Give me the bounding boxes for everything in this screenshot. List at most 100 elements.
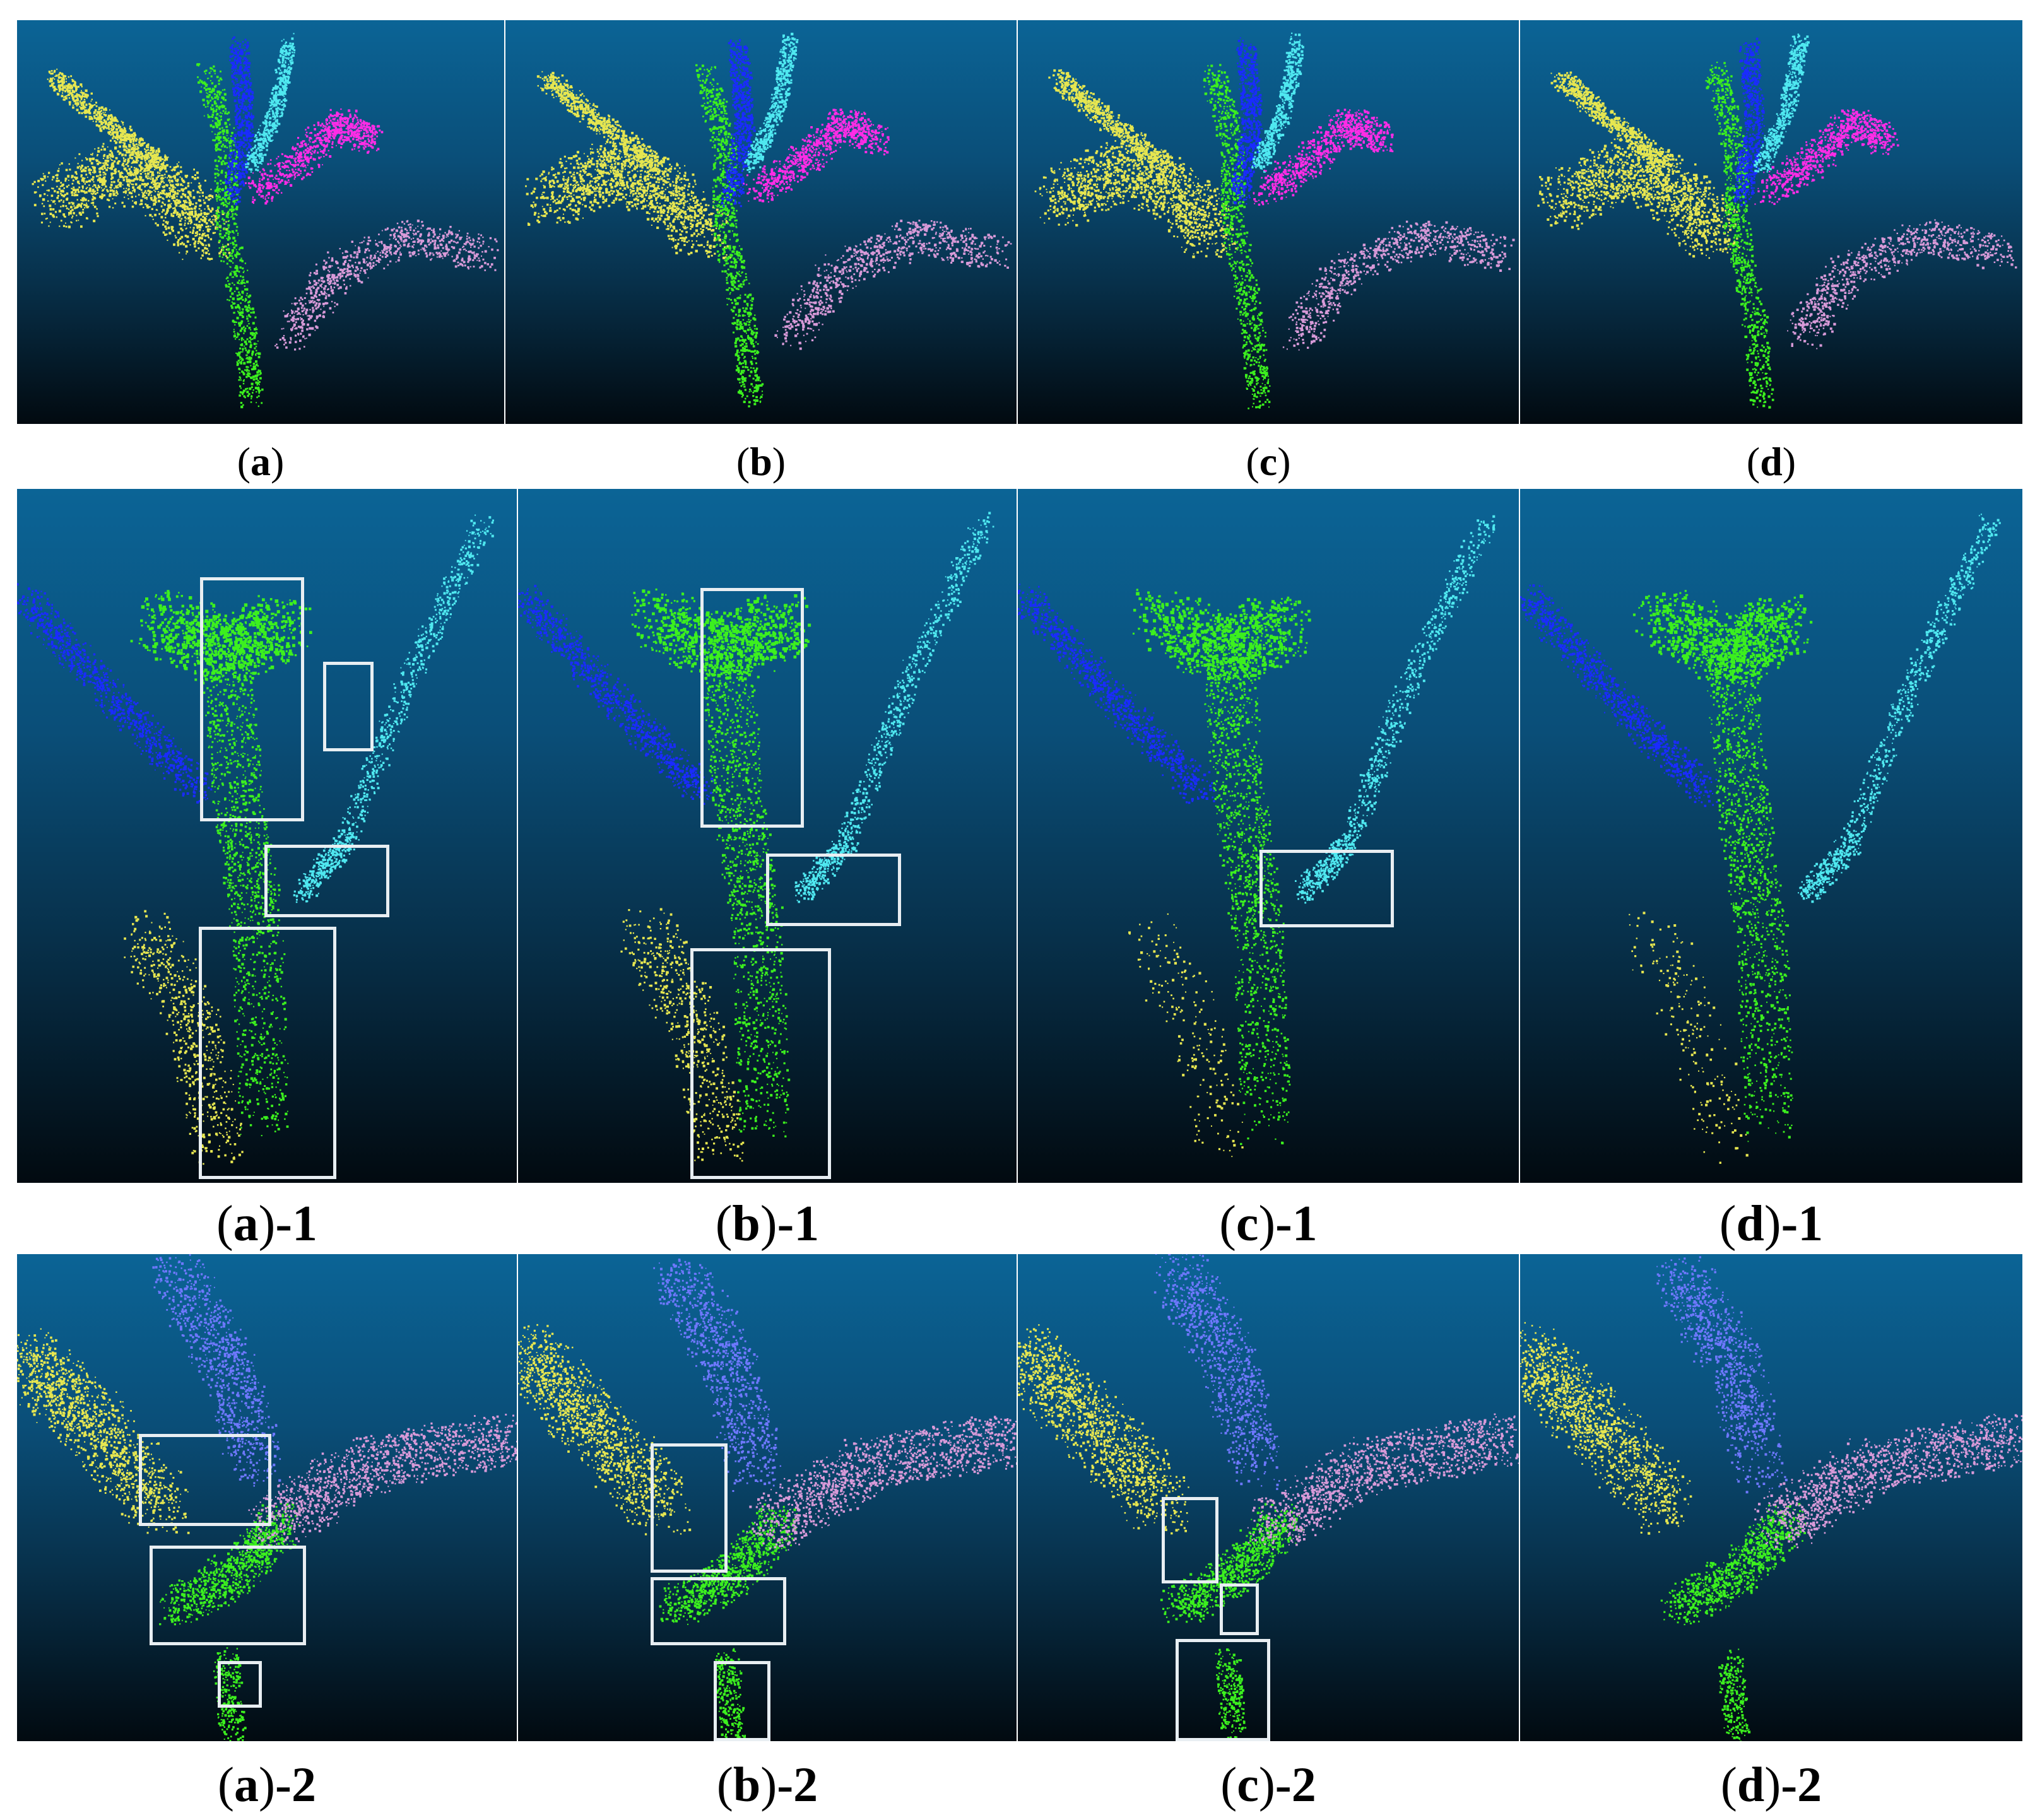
point-cluster: [659, 1503, 798, 1625]
point-cluster: [17, 583, 213, 804]
highlight-box: [323, 662, 374, 751]
point-cluster: [1550, 71, 1678, 177]
highlight-box: [690, 948, 831, 1179]
point-cluster: [743, 32, 799, 173]
point-cluster: [1705, 61, 1774, 409]
caption-b-2: (b)-2: [716, 1757, 818, 1812]
caption-b: (b): [736, 439, 786, 484]
point-cluster: [124, 910, 244, 1165]
point-cluster: [653, 1259, 782, 1492]
panel-d-2: [1520, 1254, 2022, 1741]
point-cluster: [201, 635, 289, 1137]
point-cloud-a-1: [17, 514, 494, 1165]
point-cluster: [620, 908, 745, 1162]
highlight-box: [700, 588, 804, 828]
highlight-box: [218, 1661, 262, 1708]
point-cluster: [1629, 912, 1749, 1164]
point-cluster: [1718, 1648, 1751, 1741]
point-cluster: [1230, 37, 1263, 205]
point-cluster: [721, 38, 756, 208]
point-cluster: [1253, 109, 1394, 206]
point-cluster: [1754, 33, 1810, 173]
point-cluster: [536, 71, 667, 175]
panel-a: [17, 20, 504, 424]
point-cluster: [1153, 1254, 1280, 1490]
point-cluster: [223, 36, 255, 206]
point-cloud-c-1: [1018, 515, 1495, 1158]
point-cluster: [1660, 1500, 1807, 1626]
point-cluster: [1247, 1413, 1519, 1551]
point-cluster: [746, 1416, 1017, 1551]
point-cluster: [213, 1647, 247, 1741]
point-cluster: [1215, 1648, 1247, 1741]
highlight-box: [1259, 850, 1394, 927]
panel-c-1: [1018, 489, 1519, 1183]
point-cluster: [1132, 589, 1311, 681]
point-cluster: [1282, 220, 1515, 351]
point-cluster: [1034, 142, 1237, 259]
point-cluster: [245, 33, 296, 173]
point-cluster: [743, 109, 890, 203]
point-cluster: [1632, 590, 1813, 681]
point-cluster: [1295, 515, 1495, 904]
point-cluster: [1787, 219, 2017, 349]
caption-a-1: (a)-1: [216, 1196, 317, 1252]
point-cluster: [1128, 913, 1244, 1158]
point-cloud-b-1: [518, 512, 994, 1162]
point-cluster: [695, 64, 764, 408]
caption-c: (c): [1246, 439, 1291, 484]
caption-c-2: (c)-2: [1220, 1757, 1316, 1812]
panel-b-1: [518, 489, 1017, 1183]
point-cluster: [1520, 584, 1718, 807]
highlight-box: [199, 927, 336, 1179]
panel-d-1: [1520, 489, 2022, 1183]
point-cluster: [245, 108, 384, 205]
point-cloud-d-2: [1520, 1256, 2022, 1741]
point-cloud-c: [1034, 32, 1515, 409]
point-cluster: [525, 141, 731, 259]
highlight-box: [651, 1577, 786, 1645]
caption-a-2: (a)-2: [218, 1757, 316, 1812]
point-cloud-d-1: [1520, 514, 2001, 1164]
panel-d: [1520, 20, 2022, 424]
point-cluster: [293, 514, 494, 903]
panel-b: [505, 20, 1017, 424]
caption-d-2: (d)-2: [1720, 1757, 1822, 1812]
panel-c-2: [1018, 1254, 1519, 1741]
point-cluster: [1048, 69, 1177, 177]
highlight-box: [651, 1443, 728, 1573]
point-cluster: [702, 635, 791, 1137]
point-cluster: [1656, 1256, 1788, 1494]
point-cluster: [1798, 514, 2001, 903]
highlight-box: [139, 1434, 271, 1526]
point-cluster: [1754, 109, 1899, 205]
point-cluster: [1705, 631, 1793, 1142]
caption-c-1: (c)-1: [1219, 1196, 1318, 1252]
point-cloud-c-2: [1018, 1254, 1519, 1741]
panel-b-2: [518, 1254, 1017, 1741]
highlight-box: [766, 854, 901, 926]
highlight-box: [1220, 1583, 1259, 1635]
panel-a-2: [17, 1254, 517, 1741]
point-cluster: [1018, 584, 1215, 804]
point-cloud-d: [1537, 33, 2017, 409]
caption-d: (d): [1746, 439, 1796, 484]
point-cluster: [794, 512, 994, 903]
highlight-box: [1176, 1639, 1270, 1741]
highlight-box: [264, 845, 389, 917]
highlight-box: [1162, 1497, 1218, 1583]
panel-a-1: [17, 489, 517, 1183]
point-cluster: [1537, 142, 1740, 259]
point-cluster: [631, 588, 811, 681]
caption-b-1: (b)-1: [715, 1196, 820, 1252]
caption-a: (a): [237, 439, 285, 484]
highlight-box: [200, 577, 304, 821]
point-cloud-a: [32, 33, 499, 409]
highlight-box: [150, 1546, 306, 1645]
point-cluster: [152, 1254, 281, 1487]
point-cluster: [47, 68, 168, 173]
point-cluster: [1751, 1414, 2022, 1551]
point-cluster: [1251, 32, 1304, 173]
point-cluster: [159, 1502, 302, 1626]
point-cluster: [1204, 631, 1291, 1146]
